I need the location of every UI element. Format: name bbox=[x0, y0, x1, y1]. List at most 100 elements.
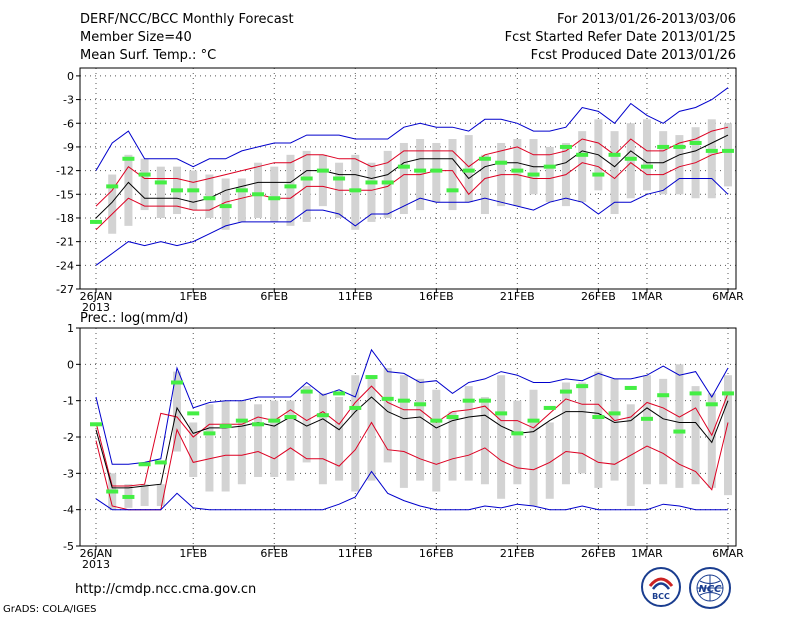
series-line-mean bbox=[95, 396, 729, 489]
observed-marker bbox=[397, 164, 410, 169]
ensemble-box bbox=[610, 131, 619, 215]
y-tick-label: 0 bbox=[67, 70, 74, 83]
plot-frame bbox=[79, 67, 737, 290]
observed-marker bbox=[252, 422, 265, 427]
ensemble-box bbox=[561, 382, 570, 485]
ensemble-box bbox=[270, 400, 279, 477]
observed-marker bbox=[365, 180, 378, 185]
observed-marker bbox=[640, 416, 653, 421]
ensemble-box bbox=[270, 166, 279, 222]
y-tick-label: -3 bbox=[63, 467, 74, 480]
observed-marker bbox=[252, 192, 265, 197]
ensemble-box bbox=[545, 146, 554, 203]
y-tick-label: -12 bbox=[56, 165, 74, 178]
observed-marker bbox=[138, 462, 151, 467]
observed-marker bbox=[365, 375, 378, 380]
observed-marker bbox=[316, 168, 329, 173]
observed-marker bbox=[592, 415, 605, 420]
bcc-logo-text: BCC bbox=[652, 592, 670, 601]
observed-marker bbox=[511, 431, 524, 436]
ensemble-box bbox=[513, 400, 522, 485]
observed-marker bbox=[219, 424, 232, 429]
ensemble-box bbox=[448, 411, 457, 481]
x-tick-label: 6FEB bbox=[260, 547, 288, 560]
series-line-mean bbox=[95, 134, 729, 219]
series-line-p10 bbox=[95, 421, 729, 511]
observed-marker bbox=[381, 180, 394, 185]
observed-marker bbox=[268, 196, 281, 201]
ensemble-box bbox=[578, 131, 587, 203]
ensemble-box bbox=[480, 397, 489, 485]
observed-marker bbox=[154, 460, 167, 465]
series-line-p90 bbox=[95, 126, 729, 207]
series-line-max bbox=[95, 348, 729, 465]
ncc-logo-meridians bbox=[697, 575, 723, 601]
ensemble-box bbox=[302, 386, 311, 463]
precip-panel-title: Prec.: log(mm/d) bbox=[80, 311, 188, 326]
observed-marker bbox=[235, 418, 248, 423]
ensemble-box bbox=[205, 404, 214, 492]
ensemble-box bbox=[351, 375, 360, 492]
observed-marker bbox=[462, 398, 475, 403]
ensemble-box bbox=[432, 389, 441, 492]
observed-marker bbox=[705, 148, 718, 153]
ensemble-box bbox=[642, 119, 651, 191]
observed-marker bbox=[300, 176, 313, 181]
observed-marker bbox=[106, 489, 119, 494]
observed-marker bbox=[187, 188, 200, 193]
y-tick-label: -6 bbox=[63, 117, 74, 130]
ensemble-box bbox=[578, 382, 587, 474]
ensemble-box bbox=[173, 371, 182, 452]
x-tick-label: 1FEB bbox=[179, 290, 207, 303]
ncc-logo: NCC bbox=[689, 567, 731, 609]
observed-marker bbox=[316, 413, 329, 418]
ensemble-box bbox=[140, 484, 149, 507]
observed-marker bbox=[527, 418, 540, 423]
y-tick-label: -1 bbox=[63, 395, 74, 408]
source-url[interactable]: http://cmdp.ncc.cma.gov.cn bbox=[75, 582, 257, 597]
observed-marker bbox=[446, 415, 459, 420]
observed-marker bbox=[171, 380, 184, 385]
ensemble-box bbox=[545, 422, 554, 499]
y-tick-label: -2 bbox=[63, 431, 74, 444]
observed-marker bbox=[333, 391, 346, 396]
series-line-min bbox=[95, 470, 728, 511]
observed-marker bbox=[90, 219, 102, 224]
observed-marker bbox=[657, 144, 670, 149]
ensemble-box bbox=[318, 154, 327, 207]
observed-marker bbox=[722, 148, 734, 153]
series-line-min bbox=[95, 178, 729, 266]
observed-marker bbox=[430, 168, 443, 173]
series-line-p10 bbox=[95, 150, 729, 231]
variable-label: Mean Surf. Temp.: °C bbox=[80, 48, 217, 63]
x-tick-label: 1MAR bbox=[631, 547, 663, 560]
ensemble-box bbox=[675, 135, 684, 195]
bcc-logo: BCC bbox=[641, 567, 681, 607]
ensemble-box bbox=[254, 404, 263, 477]
ensemble-box bbox=[529, 389, 538, 507]
observed-marker bbox=[559, 389, 572, 394]
observed-marker bbox=[414, 168, 427, 173]
ensemble-box bbox=[367, 378, 376, 481]
forecast-produced-date: Fcst Produced Date 2013/01/26 bbox=[530, 48, 736, 63]
ensemble-box bbox=[383, 367, 392, 463]
ensemble-box bbox=[724, 123, 732, 187]
x-tick-label: 26FEB bbox=[581, 290, 616, 303]
ensemble-box bbox=[724, 375, 732, 496]
observed-marker bbox=[624, 385, 637, 390]
observed-marker bbox=[462, 168, 475, 173]
bcc-logo-arc bbox=[648, 577, 674, 587]
observed-marker bbox=[138, 172, 151, 177]
observed-marker bbox=[495, 160, 508, 165]
observed-marker bbox=[333, 176, 346, 181]
ensemble-box bbox=[642, 375, 651, 485]
observed-marker bbox=[673, 144, 686, 149]
grads-credit: GrADS: COLA/IGES bbox=[3, 604, 97, 615]
ensemble-box bbox=[594, 371, 603, 488]
observed-marker bbox=[219, 204, 232, 209]
forecast-start-date: Fcst Started Refer Date 2013/01/25 bbox=[504, 30, 736, 45]
x-tick-label: 6FEB bbox=[260, 290, 288, 303]
ensemble-box bbox=[318, 393, 327, 485]
x-tick-label: 6MAR bbox=[712, 547, 744, 560]
